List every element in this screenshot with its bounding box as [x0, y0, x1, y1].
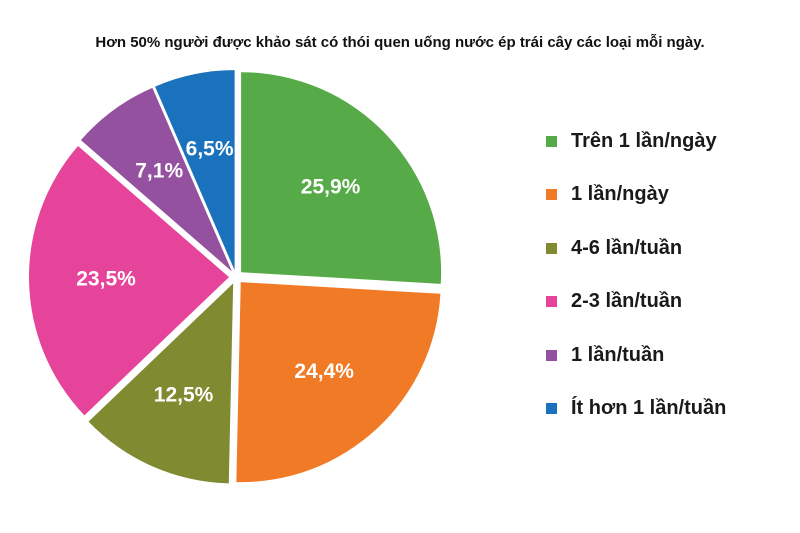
pie-slice	[241, 72, 442, 284]
chart-title: Hơn 50% người được khảo sát có thói quen…	[95, 34, 705, 51]
legend-swatch	[546, 403, 557, 415]
legend-swatch	[546, 296, 557, 308]
legend-label: 2-3 lần/tuần	[571, 290, 683, 313]
legend-swatch	[546, 189, 557, 201]
legend-label: 1 lần/tuần	[571, 343, 665, 366]
legend-label: Ít hơn 1 lần/tuần	[571, 397, 727, 420]
legend-swatch	[546, 135, 557, 147]
pie-slice	[29, 145, 230, 416]
legend-item: 1 lần/ngày	[546, 182, 726, 208]
legend-label: 4-6 lần/tuần	[571, 236, 683, 259]
pie-slice	[155, 70, 235, 271]
legend-item: 1 lần/tuần	[546, 342, 726, 368]
slice-label: 23,5%	[76, 268, 136, 291]
legend-label: Trên 1 lần/ngày	[571, 129, 717, 152]
legend-item: Ít hơn 1 lần/tuần	[546, 396, 726, 422]
slice-label: 7,1%	[135, 160, 183, 183]
slice-label: 6,5%	[186, 137, 234, 160]
pie-slice	[80, 87, 232, 272]
legend-swatch	[546, 349, 557, 361]
legend: Trên 1 lần/ngày 1 lần/ngày 4-6 lần/tuần …	[546, 128, 726, 450]
pie-slice	[236, 282, 441, 483]
slice-label: 24,4%	[294, 360, 354, 383]
pie-slice	[88, 283, 234, 484]
legend-item: 4-6 lần/tuần	[546, 235, 726, 261]
legend-item: 2-3 lần/tuần	[546, 289, 726, 315]
legend-swatch	[546, 242, 557, 254]
slice-label: 12,5%	[154, 384, 214, 407]
legend-label: 1 lần/ngày	[571, 183, 669, 206]
slice-label: 25,9%	[301, 175, 361, 198]
legend-item: Trên 1 lần/ngày	[546, 128, 726, 154]
